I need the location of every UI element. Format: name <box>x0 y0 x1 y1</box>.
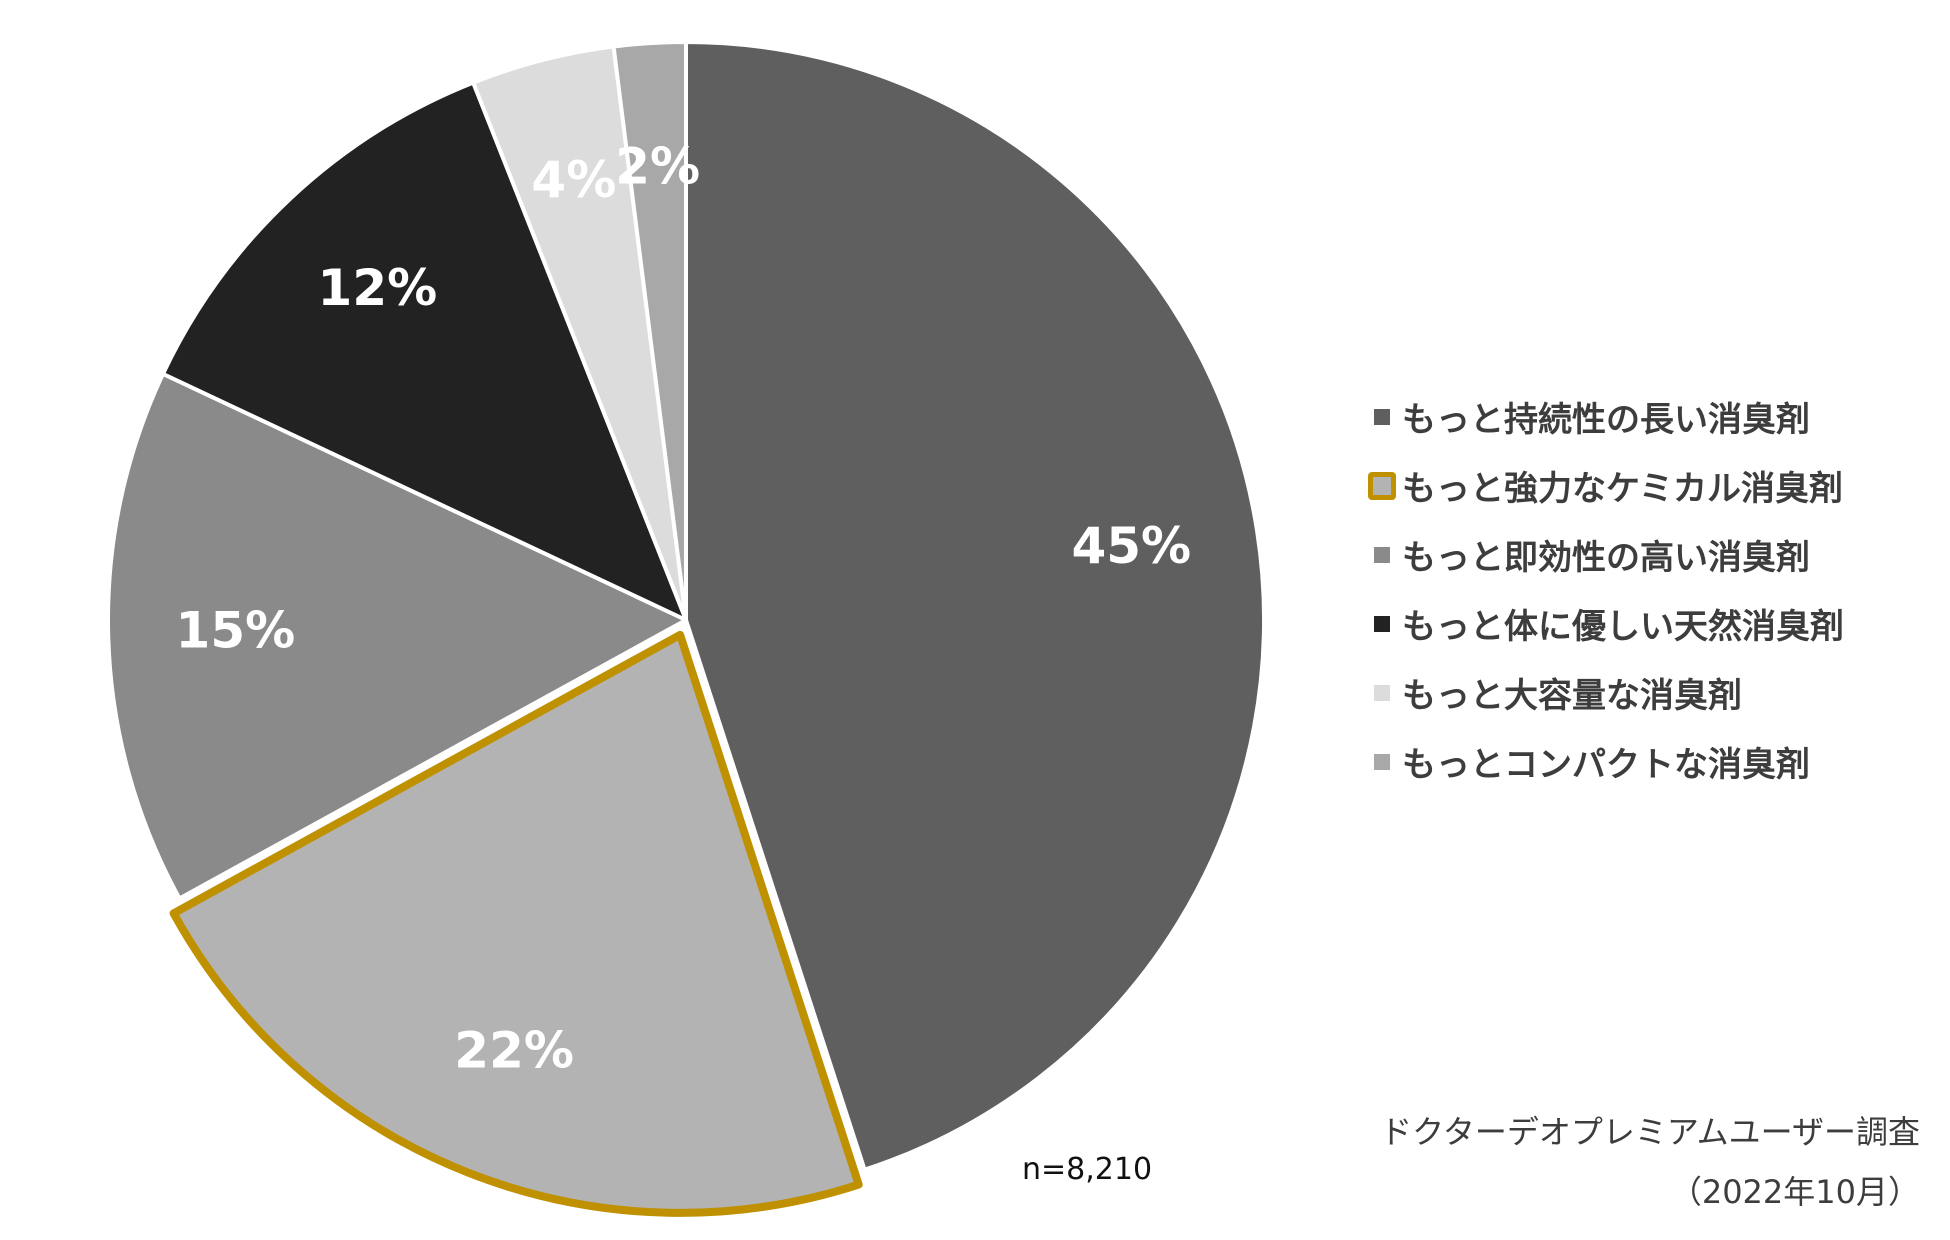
legend-item: もっと大容量な消臭剤 <box>1374 658 1844 727</box>
pie-value-labels: 45% 22% 15% 12% 4%2% <box>176 138 1192 1080</box>
legend-label: もっとコンパクトな消臭剤 <box>1402 745 1810 785</box>
pie-slice <box>161 80 688 622</box>
source-title: ドクターデオプレミアムユーザー調査 <box>1380 1113 1920 1151</box>
legend-label: もっと大容量な消臭剤 <box>1402 676 1742 716</box>
legend-swatch <box>1368 471 1396 500</box>
legend-label: もっと即効性の高い消臭剤 <box>1402 538 1810 578</box>
slice-value-label: 15% <box>176 602 296 660</box>
pie-slice <box>106 371 688 901</box>
pie-slice <box>169 630 863 1217</box>
legend-swatch <box>1374 753 1390 770</box>
legend-item: もっとコンパクトな消臭剤 <box>1374 727 1844 796</box>
pie-slice <box>684 40 1266 1172</box>
pie-slice <box>611 40 688 622</box>
slice-value-label: 22% <box>454 1022 574 1080</box>
slice-value-label: 12% <box>318 259 438 317</box>
legend-swatch <box>1374 546 1390 563</box>
legend-item: もっと体に優しい天然消臭剤 <box>1374 589 1844 658</box>
sample-size-note: n=8,210 <box>1022 1152 1153 1187</box>
legend-item: もっと即効性の高い消臭剤 <box>1374 520 1844 589</box>
legend: もっと持続性の長い消臭剤 もっと強力なケミカル消臭剤 もっと即効性の高い消臭剤 … <box>1368 382 1844 796</box>
legend-label: もっと体に優しい天然消臭剤 <box>1402 607 1844 647</box>
legend-label: もっと強力なケミカル消臭剤 <box>1402 469 1843 509</box>
legend-swatch <box>1374 684 1390 701</box>
source-note: ドクターデオプレミアムユーザー調査 （2022年10月） <box>1380 1102 1920 1222</box>
legend-swatch <box>1374 408 1390 425</box>
slice-value-label: 2% <box>615 138 700 196</box>
slice-value-label: 45% <box>1071 517 1191 575</box>
legend-item: もっと持続性の長い消臭剤 <box>1374 382 1844 451</box>
legend-label: もっと持続性の長い消臭剤 <box>1402 400 1810 440</box>
source-date: （2022年10月） <box>1669 1173 1920 1211</box>
legend-swatch <box>1374 615 1390 632</box>
slice-value-label: 4% <box>531 151 616 209</box>
pie-slices <box>106 40 1266 1217</box>
legend-item: もっと強力なケミカル消臭剤 <box>1368 451 1844 520</box>
